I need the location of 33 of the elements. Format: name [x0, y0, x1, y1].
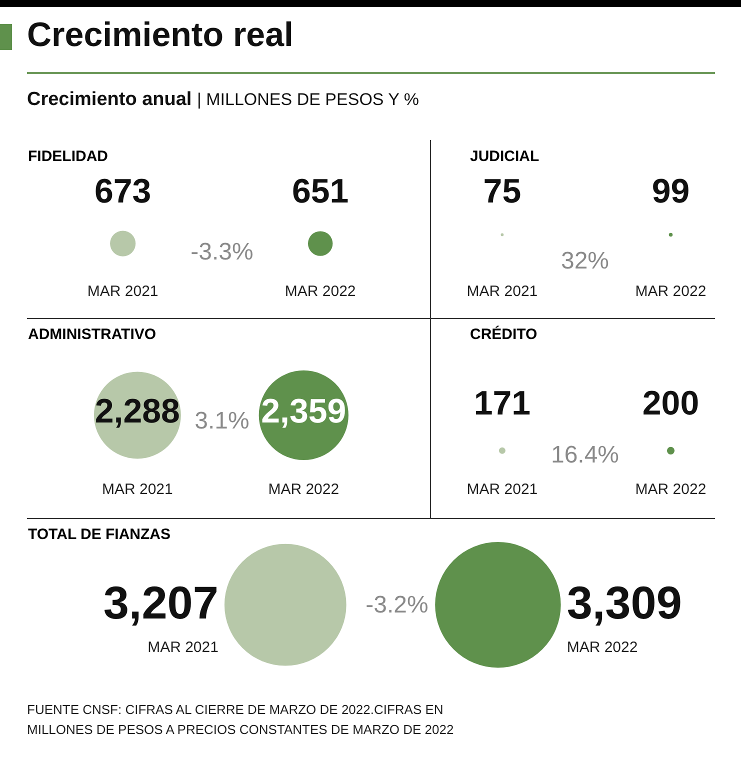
text: JUDICIAL [470, 148, 540, 165]
data-label: 3,207 [103, 576, 218, 629]
text: Crecimiento anual | MILLONES DE PESOS Y % [27, 89, 420, 110]
data-label: 171 [474, 384, 531, 422]
data-label: 2,288 [94, 392, 180, 430]
text: -3.3% [190, 238, 254, 266]
data-label: 200 [642, 384, 700, 422]
text: TOTAL DE FIANZAS [28, 526, 170, 543]
text: FIDELIDAD [28, 148, 108, 165]
data-label: 99 [652, 172, 690, 210]
text: Crecimiento real [27, 16, 294, 55]
text: CRÉDITO [470, 326, 538, 343]
data-label: 651 [292, 172, 349, 210]
category-label: MAR 2021 [87, 283, 158, 300]
text: 32% [560, 248, 610, 275]
category-label: MAR 2021 [466, 481, 538, 498]
text: 3.1% [194, 408, 250, 435]
text: 16.4% [550, 442, 620, 469]
category-label: MAR 2022 [566, 639, 638, 656]
data-label: 75 [483, 172, 522, 210]
category-label: MAR 2021 [148, 639, 218, 656]
category-label: MAR 2022 [635, 481, 706, 498]
data-label: 3,309 [566, 576, 682, 629]
category-label: MAR 2021 [102, 481, 173, 498]
category-label: MAR 2022 [284, 283, 356, 300]
data-label: 673 [94, 172, 152, 210]
category-label: MAR 2021 [466, 283, 538, 300]
data-label: 2,359 [261, 392, 346, 430]
category-label: MAR 2022 [268, 481, 340, 498]
text: ADMINISTRATIVO [28, 326, 156, 343]
source-note: FUENTE CNSF: CIFRAS AL CIERRE DE MARZO DE 2022.CIFRAS EN MILLONES DE PESOS A PRECIOS CONSTANTES DE MARZO DE 2022 [27, 701, 455, 739]
text: -3.2% [366, 592, 428, 619]
category-label: MAR 2022 [635, 283, 706, 300]
